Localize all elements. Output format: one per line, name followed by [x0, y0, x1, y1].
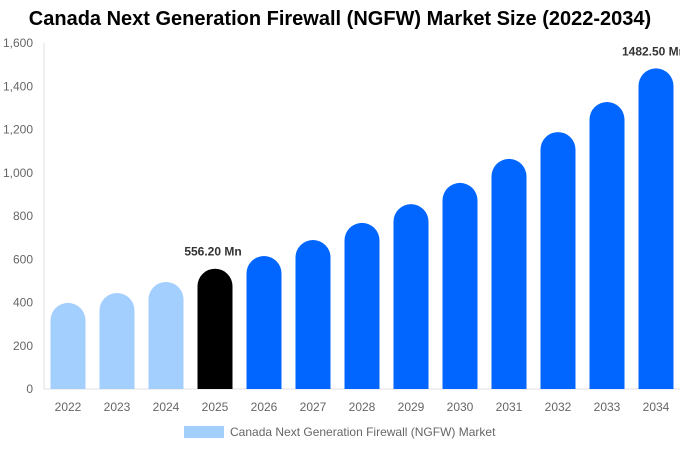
x-tick-label: 2033: [594, 400, 621, 414]
x-tick-label: 2025: [202, 400, 229, 414]
x-tick-label: 2032: [545, 400, 572, 414]
bar-2030: [442, 182, 478, 389]
y-tick-label: 1,600: [3, 36, 33, 50]
y-tick-label: 1,200: [3, 123, 33, 137]
bar-2022: [50, 302, 86, 389]
bar-2024: [148, 281, 184, 389]
bar-2023: [99, 292, 135, 389]
bar-2026: [246, 256, 282, 389]
x-tick-label: 2029: [398, 400, 425, 414]
bar-2031: [491, 158, 527, 389]
y-tick-label: 400: [13, 296, 33, 310]
bar-2027: [295, 240, 331, 389]
data-label-2034: 1482.50 Mn: [622, 44, 680, 58]
legend-label: Canada Next Generation Firewall (NGFW) M…: [230, 425, 496, 439]
y-tick-label: 0: [26, 382, 33, 396]
x-tick-label: 2023: [104, 400, 131, 414]
bar-2029: [393, 204, 429, 389]
x-tick-label: 2028: [349, 400, 376, 414]
x-tick-label: 2031: [496, 400, 523, 414]
x-tick-label: 2026: [251, 400, 278, 414]
bar-2028: [344, 222, 380, 389]
legend: Canada Next Generation Firewall (NGFW) M…: [184, 425, 495, 439]
bar-2025: [197, 268, 233, 389]
x-tick-label: 2030: [447, 400, 474, 414]
x-tick-label: 2027: [300, 400, 327, 414]
bar-2033: [589, 102, 625, 389]
y-tick-label: 200: [13, 339, 33, 353]
y-tick-label: 800: [13, 209, 33, 223]
legend-swatch: [184, 426, 224, 438]
y-tick-label: 600: [13, 252, 33, 266]
data-label-2025: 556.20 Mn: [184, 245, 241, 259]
bar-2032: [540, 132, 576, 389]
x-tick-label: 2034: [643, 400, 670, 414]
y-tick-label: 1,400: [3, 79, 33, 93]
x-tick-label: 2022: [55, 400, 82, 414]
bar-2034: [638, 68, 674, 390]
x-tick-label: 2024: [153, 400, 180, 414]
y-tick-label: 1,000: [3, 166, 33, 180]
chart-title: Canada Next Generation Firewall (NGFW) M…: [28, 8, 652, 30]
